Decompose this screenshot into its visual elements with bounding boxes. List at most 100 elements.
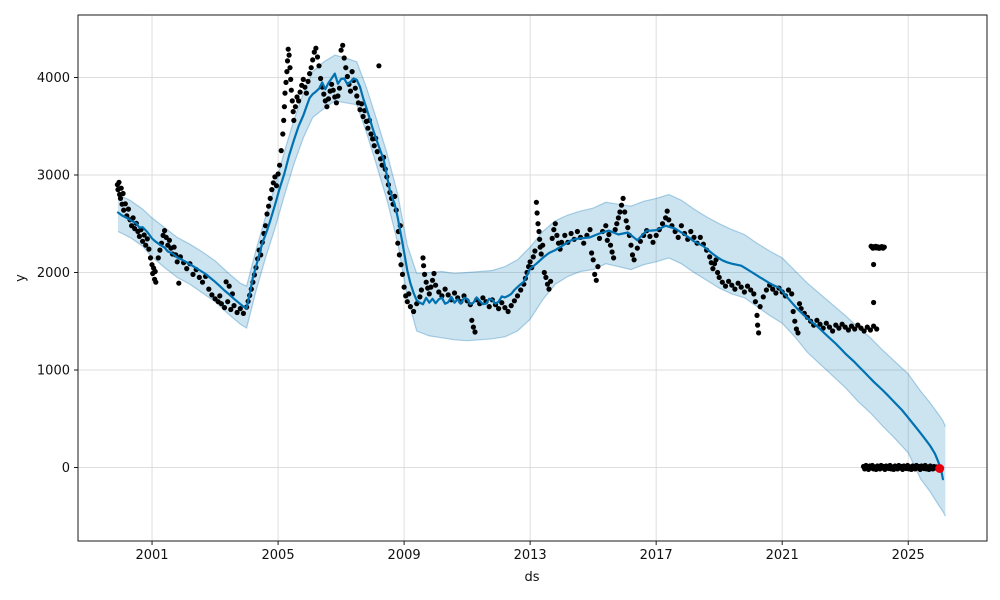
data-point xyxy=(593,277,599,283)
data-point xyxy=(226,283,232,289)
data-point xyxy=(795,330,801,336)
data-point xyxy=(836,325,842,331)
data-point xyxy=(338,47,344,53)
data-point xyxy=(153,279,159,285)
data-point xyxy=(499,300,505,306)
data-point xyxy=(209,292,215,298)
data-point xyxy=(303,90,309,96)
data-point xyxy=(371,143,377,149)
data-point xyxy=(634,245,640,251)
data-point xyxy=(141,232,147,238)
data-point xyxy=(852,326,858,332)
data-point xyxy=(116,179,122,185)
data-point xyxy=(707,254,713,260)
highlight-point xyxy=(935,464,945,473)
data-point xyxy=(538,251,544,257)
data-point xyxy=(629,252,636,258)
data-point xyxy=(789,291,795,297)
data-point xyxy=(442,286,448,292)
data-point xyxy=(294,94,300,100)
data-point xyxy=(603,223,609,229)
data-point xyxy=(321,91,327,97)
y-axis-label: y xyxy=(13,274,29,282)
data-point xyxy=(615,215,622,221)
data-point xyxy=(398,262,404,268)
data-point xyxy=(546,286,552,292)
data-point xyxy=(508,303,514,309)
data-point xyxy=(589,250,595,256)
data-point xyxy=(741,289,748,295)
data-point xyxy=(217,293,223,299)
data-point xyxy=(793,326,800,332)
data-point xyxy=(540,242,546,248)
data-point xyxy=(551,227,557,233)
data-point xyxy=(518,287,524,293)
data-point xyxy=(752,299,759,305)
data-point xyxy=(225,299,231,305)
data-point xyxy=(826,324,833,330)
data-point xyxy=(830,328,836,334)
data-point xyxy=(543,274,549,280)
data-point xyxy=(534,210,540,216)
data-point xyxy=(612,227,618,233)
data-point xyxy=(867,327,874,333)
data-point xyxy=(166,237,172,243)
data-point xyxy=(218,301,224,307)
data-point xyxy=(221,305,228,311)
data-point xyxy=(264,211,270,217)
data-point xyxy=(125,206,131,212)
data-point xyxy=(273,183,280,189)
data-point xyxy=(176,280,182,286)
data-point xyxy=(631,257,637,263)
data-point xyxy=(716,274,722,280)
data-point xyxy=(147,255,154,261)
data-point xyxy=(316,63,322,69)
data-point xyxy=(130,215,136,221)
data-point xyxy=(269,187,275,193)
data-point xyxy=(146,246,152,252)
data-point xyxy=(688,228,694,235)
data-point xyxy=(559,239,565,245)
data-point xyxy=(592,271,598,277)
data-point xyxy=(881,244,887,250)
data-point xyxy=(308,65,314,71)
data-point xyxy=(620,195,626,201)
data-point xyxy=(697,234,703,240)
data-point xyxy=(785,287,792,293)
data-point xyxy=(532,248,538,254)
data-point xyxy=(365,125,371,131)
data-point xyxy=(502,305,508,311)
data-point xyxy=(763,287,770,293)
data-point xyxy=(549,235,555,241)
data-point xyxy=(282,90,288,96)
data-point xyxy=(143,242,149,248)
data-point xyxy=(751,291,757,297)
data-point xyxy=(536,228,542,235)
data-point xyxy=(596,235,603,241)
data-point xyxy=(354,93,360,99)
data-point xyxy=(352,85,358,91)
data-point xyxy=(604,237,610,243)
data-point xyxy=(347,88,354,94)
data-point xyxy=(496,306,502,312)
data-point xyxy=(144,236,150,242)
data-point xyxy=(318,75,324,82)
data-point xyxy=(770,286,776,292)
data-point xyxy=(715,269,721,276)
data-point xyxy=(735,280,741,286)
data-point xyxy=(420,255,426,261)
data-point xyxy=(653,232,659,238)
data-point xyxy=(368,131,374,137)
data-point xyxy=(552,221,558,227)
data-point xyxy=(726,278,732,284)
data-point xyxy=(537,236,543,242)
data-point xyxy=(773,290,779,296)
data-point xyxy=(196,274,202,280)
y-tick-label: 3000 xyxy=(37,168,70,183)
data-point xyxy=(296,98,302,104)
data-point xyxy=(760,294,766,300)
data-point xyxy=(329,81,335,87)
y-tick-label: 0 xyxy=(62,461,70,476)
data-point xyxy=(611,255,617,261)
